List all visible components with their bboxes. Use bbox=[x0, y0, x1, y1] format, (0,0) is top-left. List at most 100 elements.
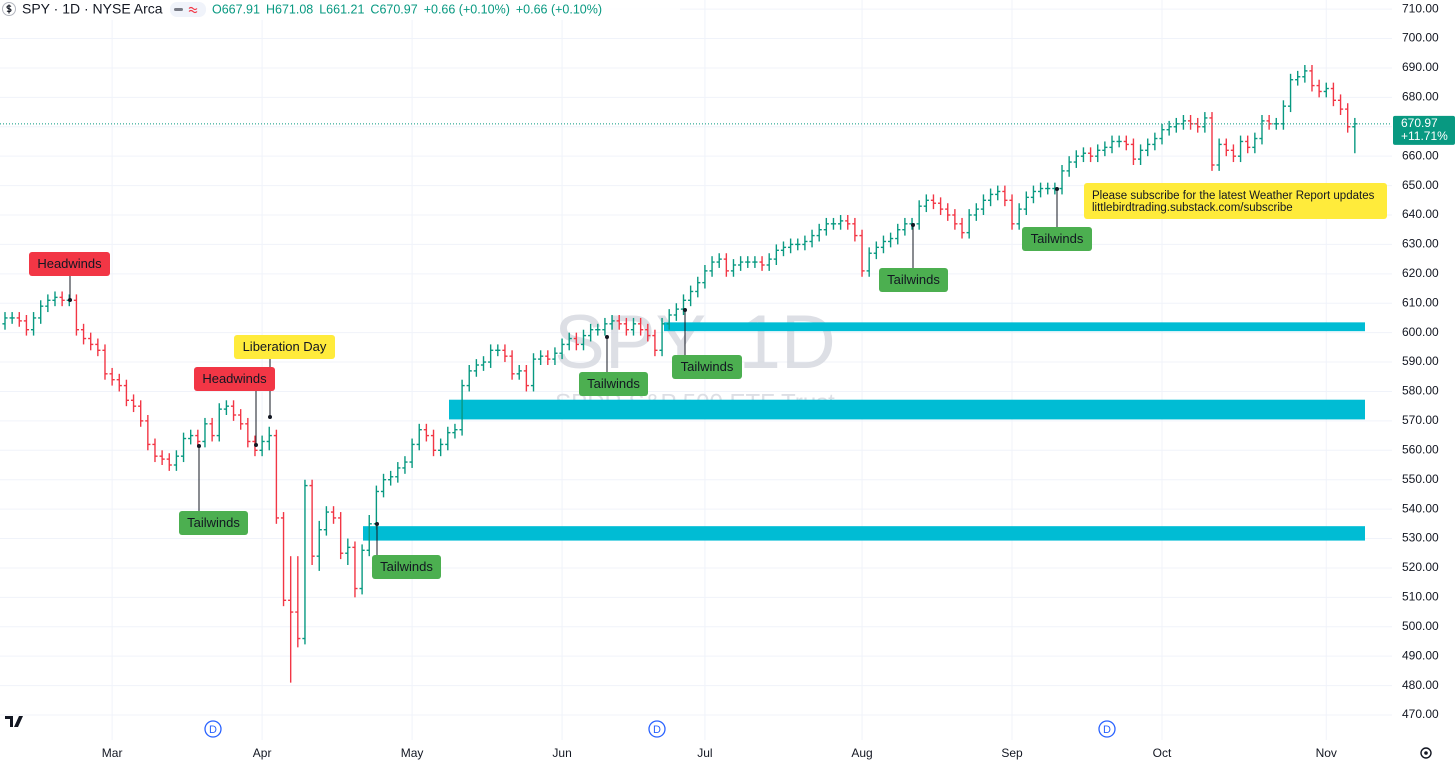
ohlc-bar bbox=[1237, 135, 1244, 163]
ohlc-bar bbox=[866, 247, 872, 277]
symbol-title: SPY · 1D · NYSE Arca bbox=[22, 1, 163, 17]
callout-label: Headwinds bbox=[37, 256, 102, 271]
ohlc-bar bbox=[302, 479, 308, 645]
ohlc-bar bbox=[559, 338, 565, 360]
header: SPY · 1D · NYSE Arca O667.91 H671.08 L661.… bbox=[0, 0, 680, 20]
ohlc-bar bbox=[873, 241, 879, 260]
ohlc-bar bbox=[1102, 141, 1108, 157]
ohlc-bar bbox=[116, 373, 122, 392]
footer-icons bbox=[5, 716, 1432, 759]
dividend-marker bbox=[1098, 720, 1116, 738]
ohlc-bar bbox=[588, 323, 594, 342]
ohlc-bar bbox=[1159, 123, 1165, 145]
y-tick-label: 520.00 bbox=[1402, 560, 1439, 574]
ohlc-bar bbox=[987, 188, 994, 207]
ohlc-bar bbox=[816, 223, 822, 242]
ohlc-bar bbox=[1195, 117, 1201, 133]
ohlc-bar bbox=[845, 215, 851, 230]
ohlc-bar bbox=[1287, 73, 1294, 113]
ohlc-bar bbox=[359, 544, 365, 595]
y-tick-label: 600.00 bbox=[1402, 325, 1439, 339]
y-tick-label: 530.00 bbox=[1402, 531, 1439, 545]
callout-box bbox=[372, 555, 441, 579]
ohlc-bar bbox=[823, 217, 829, 236]
ohlc-bar bbox=[738, 256, 744, 271]
x-tick-label: Jul bbox=[697, 746, 712, 760]
callout-anchor bbox=[1055, 187, 1059, 191]
y-tick-label: 470.00 bbox=[1402, 707, 1439, 721]
ohlc-bar bbox=[409, 438, 415, 468]
ohlc-bar bbox=[673, 303, 679, 321]
y-tick-label: 650.00 bbox=[1402, 178, 1439, 192]
ohlc-bar bbox=[1352, 117, 1358, 154]
ohlc-bar bbox=[2, 312, 8, 330]
y-tick-label: 550.00 bbox=[1402, 472, 1439, 486]
y-tick-label: 640.00 bbox=[1402, 207, 1439, 221]
ohlc-bar bbox=[995, 185, 1001, 201]
ohlc-bar bbox=[688, 285, 694, 307]
callout-box bbox=[179, 511, 248, 535]
callout-label: Tailwinds bbox=[681, 359, 734, 374]
ohlc-bar bbox=[159, 450, 165, 465]
ohlc-bar bbox=[488, 344, 494, 368]
ohlc-bar bbox=[802, 235, 808, 251]
legend-value: +0.66 (+0.10%) bbox=[516, 2, 602, 16]
ohlc-bar bbox=[1009, 194, 1015, 230]
ohlc-bar bbox=[1216, 138, 1222, 171]
settings-icon[interactable] bbox=[1424, 751, 1428, 755]
callout-box bbox=[29, 252, 110, 276]
bars bbox=[0, 65, 1392, 683]
note-line: Please subscribe for the latest Weather … bbox=[1092, 190, 1375, 202]
ohlc-bar bbox=[266, 426, 272, 451]
ohlc-bar bbox=[495, 344, 501, 357]
ohlc-bar bbox=[538, 350, 544, 365]
callout-anchor bbox=[605, 335, 609, 339]
y-tick-label: 700.00 bbox=[1402, 31, 1439, 45]
ohlc-bar bbox=[795, 238, 801, 251]
dividend-label: D bbox=[1103, 724, 1111, 736]
ohlc-bar bbox=[1066, 156, 1072, 177]
ohlc-bar bbox=[566, 332, 572, 351]
ohlc-bar bbox=[945, 203, 951, 221]
ohlc-bar bbox=[1095, 144, 1101, 163]
ohlc-bar bbox=[545, 350, 551, 365]
ohlc-bar bbox=[38, 300, 44, 324]
callout-label: Tailwinds bbox=[587, 376, 640, 391]
ohlc-bar bbox=[1309, 65, 1315, 92]
ohlc-bar bbox=[23, 315, 30, 336]
ohlc-bar bbox=[316, 520, 322, 571]
ohlc-bar bbox=[438, 438, 444, 457]
ohlc-bar bbox=[30, 312, 37, 336]
ohlc-bar bbox=[1080, 147, 1087, 163]
header-bg bbox=[0, 0, 680, 20]
ohlc-bar bbox=[952, 209, 958, 230]
ohlc-bar bbox=[1180, 115, 1187, 130]
y-tick-label: 540.00 bbox=[1402, 501, 1439, 515]
ohlc-bar bbox=[416, 423, 422, 451]
ohlc-bar bbox=[238, 409, 244, 430]
ohlc-bar bbox=[59, 291, 65, 307]
ohlc-bar bbox=[330, 506, 337, 524]
settings-icon[interactable] bbox=[1420, 747, 1432, 759]
ohlc-bar bbox=[780, 241, 787, 257]
ohlc-bar bbox=[888, 232, 894, 248]
callout-anchor bbox=[197, 444, 201, 448]
ohlc-bar bbox=[1023, 191, 1029, 215]
ohlc-bar bbox=[1280, 100, 1287, 130]
ohlc-bar bbox=[188, 429, 194, 445]
ohlc-bar bbox=[1059, 165, 1065, 195]
ohlc-bar bbox=[273, 429, 279, 524]
ohlc-bar bbox=[88, 332, 94, 351]
y-tick-label: 660.00 bbox=[1402, 148, 1439, 162]
x-tick-label: May bbox=[401, 746, 424, 760]
ohlc-bar bbox=[880, 235, 887, 254]
ohlc-bar bbox=[1109, 135, 1115, 154]
ohlc-bar bbox=[723, 253, 729, 277]
time-axis: Mar Apr May Jun Jul Aug Sep Oct Nov D D D bbox=[102, 720, 1337, 760]
y-tick-label: 500.00 bbox=[1402, 619, 1439, 633]
x-tick-label: Mar bbox=[102, 746, 123, 760]
ohlc-bar bbox=[430, 429, 437, 457]
y-tick-label: 590.00 bbox=[1402, 354, 1439, 368]
callout-box bbox=[234, 335, 335, 359]
